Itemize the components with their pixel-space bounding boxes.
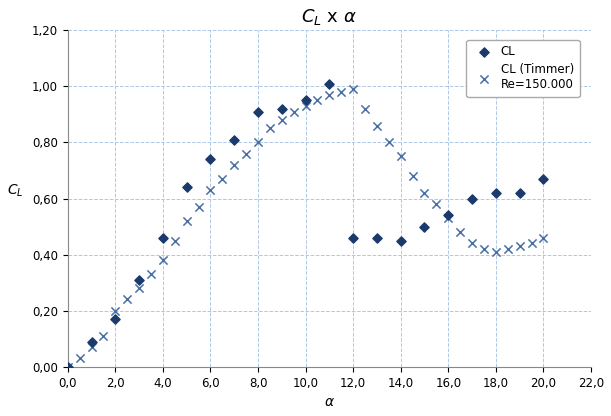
CL (Timmer)
Re=150.000 xyxy=(111,307,120,314)
CL xyxy=(348,235,358,241)
CL (Timmer)
Re=150.000 xyxy=(134,285,144,292)
CL (Timmer)
Re=150.000 xyxy=(194,203,203,210)
CL (Timmer)
Re=150.000 xyxy=(63,364,73,370)
CL xyxy=(467,195,477,202)
CL (Timmer)
Re=150.000 xyxy=(158,257,168,264)
CL (Timmer)
Re=150.000 xyxy=(491,248,501,255)
CL (Timmer)
Re=150.000 xyxy=(408,173,417,179)
CL (Timmer)
Re=150.000 xyxy=(218,176,227,182)
CL xyxy=(444,212,453,219)
CL (Timmer)
Re=150.000 xyxy=(348,86,358,92)
CL (Timmer)
Re=150.000 xyxy=(538,235,548,241)
CL (Timmer)
Re=150.000 xyxy=(455,229,465,235)
CL (Timmer)
Re=150.000 xyxy=(301,103,310,109)
CL (Timmer)
Re=150.000 xyxy=(313,97,323,104)
CL xyxy=(324,80,334,87)
CL (Timmer)
Re=150.000 xyxy=(514,243,524,250)
CL xyxy=(372,235,382,241)
CL (Timmer)
Re=150.000 xyxy=(372,122,382,129)
CL (Timmer)
Re=150.000 xyxy=(170,237,180,244)
CL xyxy=(229,136,239,143)
CL (Timmer)
Re=150.000 xyxy=(431,201,441,208)
CL (Timmer)
Re=150.000 xyxy=(229,161,239,168)
CL (Timmer)
Re=150.000 xyxy=(360,106,370,112)
CL xyxy=(158,235,168,241)
CL (Timmer)
Re=150.000 xyxy=(289,108,299,115)
CL (Timmer)
Re=150.000 xyxy=(384,139,393,146)
CL (Timmer)
Re=150.000 xyxy=(444,215,453,221)
X-axis label: $\alpha$: $\alpha$ xyxy=(324,395,335,409)
CL xyxy=(277,106,287,112)
Title: $C_L$ x $\alpha$: $C_L$ x $\alpha$ xyxy=(301,7,357,27)
CL (Timmer)
Re=150.000 xyxy=(503,246,513,253)
CL (Timmer)
Re=150.000 xyxy=(324,92,334,98)
CL xyxy=(491,190,501,196)
CL xyxy=(63,364,73,370)
CL xyxy=(111,316,120,322)
CL (Timmer)
Re=150.000 xyxy=(122,296,132,303)
CL (Timmer)
Re=150.000 xyxy=(396,153,406,160)
CL (Timmer)
Re=150.000 xyxy=(337,89,346,95)
Legend: CL, CL (Timmer)
Re=150.000: CL, CL (Timmer) Re=150.000 xyxy=(466,40,580,97)
CL (Timmer)
Re=150.000 xyxy=(241,150,251,157)
CL xyxy=(420,223,430,230)
CL (Timmer)
Re=150.000 xyxy=(527,240,536,247)
CL (Timmer)
Re=150.000 xyxy=(87,344,97,350)
CL (Timmer)
Re=150.000 xyxy=(420,190,430,196)
CL xyxy=(181,184,191,191)
CL (Timmer)
Re=150.000 xyxy=(265,125,275,132)
CL xyxy=(538,176,548,182)
CL xyxy=(134,277,144,283)
CL xyxy=(396,237,406,244)
CL (Timmer)
Re=150.000 xyxy=(181,218,191,224)
CL xyxy=(87,338,97,345)
CL (Timmer)
Re=150.000 xyxy=(75,355,84,362)
CL xyxy=(205,156,215,163)
CL (Timmer)
Re=150.000 xyxy=(98,333,108,339)
CL (Timmer)
Re=150.000 xyxy=(205,187,215,193)
CL (Timmer)
Re=150.000 xyxy=(467,240,477,247)
CL xyxy=(301,97,310,104)
CL (Timmer)
Re=150.000 xyxy=(479,246,489,253)
CL (Timmer)
Re=150.000 xyxy=(277,116,287,123)
CL (Timmer)
Re=150.000 xyxy=(146,271,156,277)
CL xyxy=(514,190,524,196)
CL (Timmer)
Re=150.000 xyxy=(253,139,263,146)
Y-axis label: $C_L$: $C_L$ xyxy=(7,182,23,198)
CL xyxy=(253,108,263,115)
